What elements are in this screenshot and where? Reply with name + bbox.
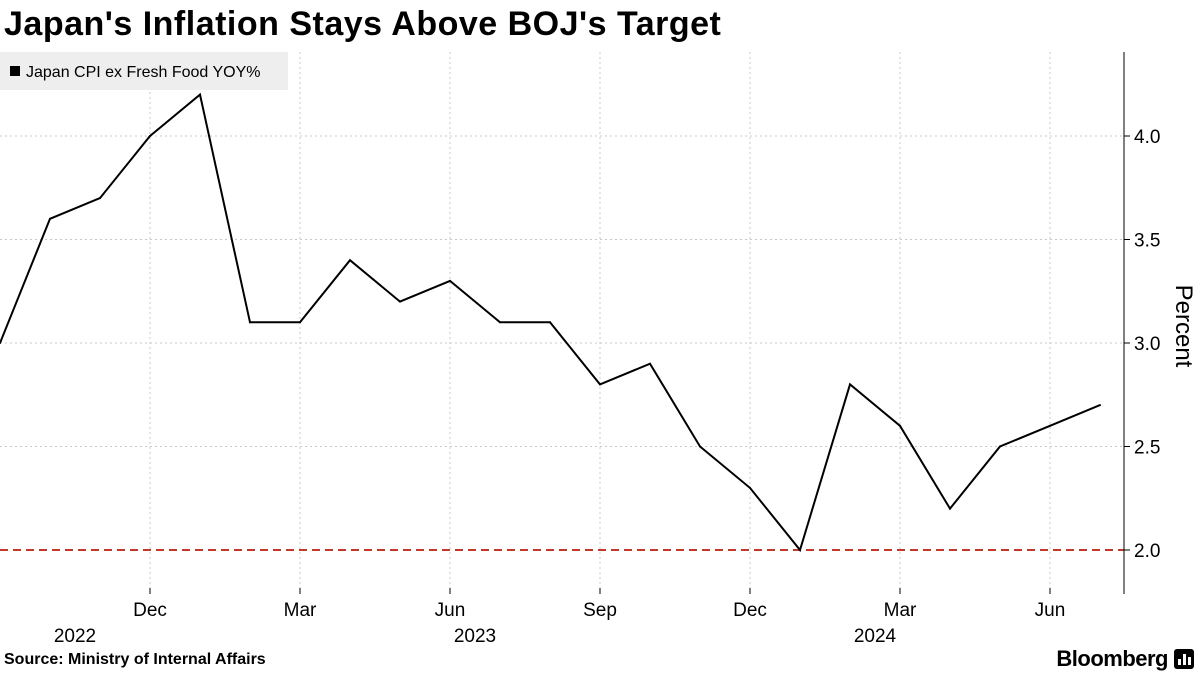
data-point xyxy=(949,507,951,510)
data-point xyxy=(99,197,101,200)
data-point xyxy=(49,217,51,220)
x-tick-label: Jun xyxy=(1035,600,1066,621)
legend-background xyxy=(0,52,288,90)
data-point xyxy=(649,362,651,365)
source-note: Source: Ministry of Internal Affairs xyxy=(4,651,266,669)
data-point xyxy=(349,259,351,262)
data-point xyxy=(499,321,501,324)
terminal-icon xyxy=(1174,649,1194,669)
source-text: Ministry of Internal Affairs xyxy=(68,651,266,668)
x-tick-label: Sep xyxy=(583,600,617,621)
data-point xyxy=(149,135,151,137)
y-axis-title: Percent xyxy=(1170,285,1197,368)
data-point xyxy=(199,93,201,96)
grid-lines xyxy=(0,52,1124,594)
data-point xyxy=(799,549,801,551)
y-tick-label: 2.0 xyxy=(1134,541,1160,562)
year-label: 2023 xyxy=(454,626,496,647)
bloomberg-logo: Bloomberg xyxy=(1056,646,1168,671)
legend-label: Japan CPI ex Fresh Food YOY% xyxy=(26,64,260,81)
x-tick-label: Mar xyxy=(284,600,317,621)
data-point xyxy=(1099,404,1101,407)
data-point xyxy=(849,383,851,386)
source-label: Source: xyxy=(4,651,64,668)
year-label: 2022 xyxy=(54,626,96,647)
legend: Japan CPI ex Fresh Food YOY% xyxy=(0,52,288,90)
data-point xyxy=(549,321,551,324)
year-label: 2024 xyxy=(854,626,897,647)
data-point xyxy=(449,279,451,282)
y-tick-label: 2.5 xyxy=(1134,438,1160,459)
data-point xyxy=(599,383,601,386)
data-point xyxy=(249,321,251,324)
series-layer xyxy=(0,92,1101,553)
data-point xyxy=(299,321,301,324)
x-tick-label: Mar xyxy=(884,600,917,621)
axis-layer: 2.0 2.5 3.0 3.5 4.0 Dec Mar Jun Sep Dec Mar Jun 2022… xyxy=(54,52,1160,647)
x-tick-label: Dec xyxy=(733,600,767,621)
data-point xyxy=(399,300,401,303)
x-tick-label: Jun xyxy=(435,600,466,621)
data-point xyxy=(699,445,701,448)
data-point xyxy=(899,424,901,427)
legend-swatch xyxy=(10,66,20,76)
x-tick-label: Dec xyxy=(133,600,167,621)
data-point xyxy=(749,486,751,489)
y-tick-label: 3.0 xyxy=(1134,334,1160,355)
data-point xyxy=(1049,424,1051,427)
chart-title: Japan's Inflation Stays Above BOJ's Targ… xyxy=(4,5,722,43)
data-point xyxy=(999,445,1001,448)
y-tick-label: 3.5 xyxy=(1134,231,1160,252)
data-point xyxy=(0,342,1,344)
y-tick-label: 4.0 xyxy=(1134,127,1160,148)
